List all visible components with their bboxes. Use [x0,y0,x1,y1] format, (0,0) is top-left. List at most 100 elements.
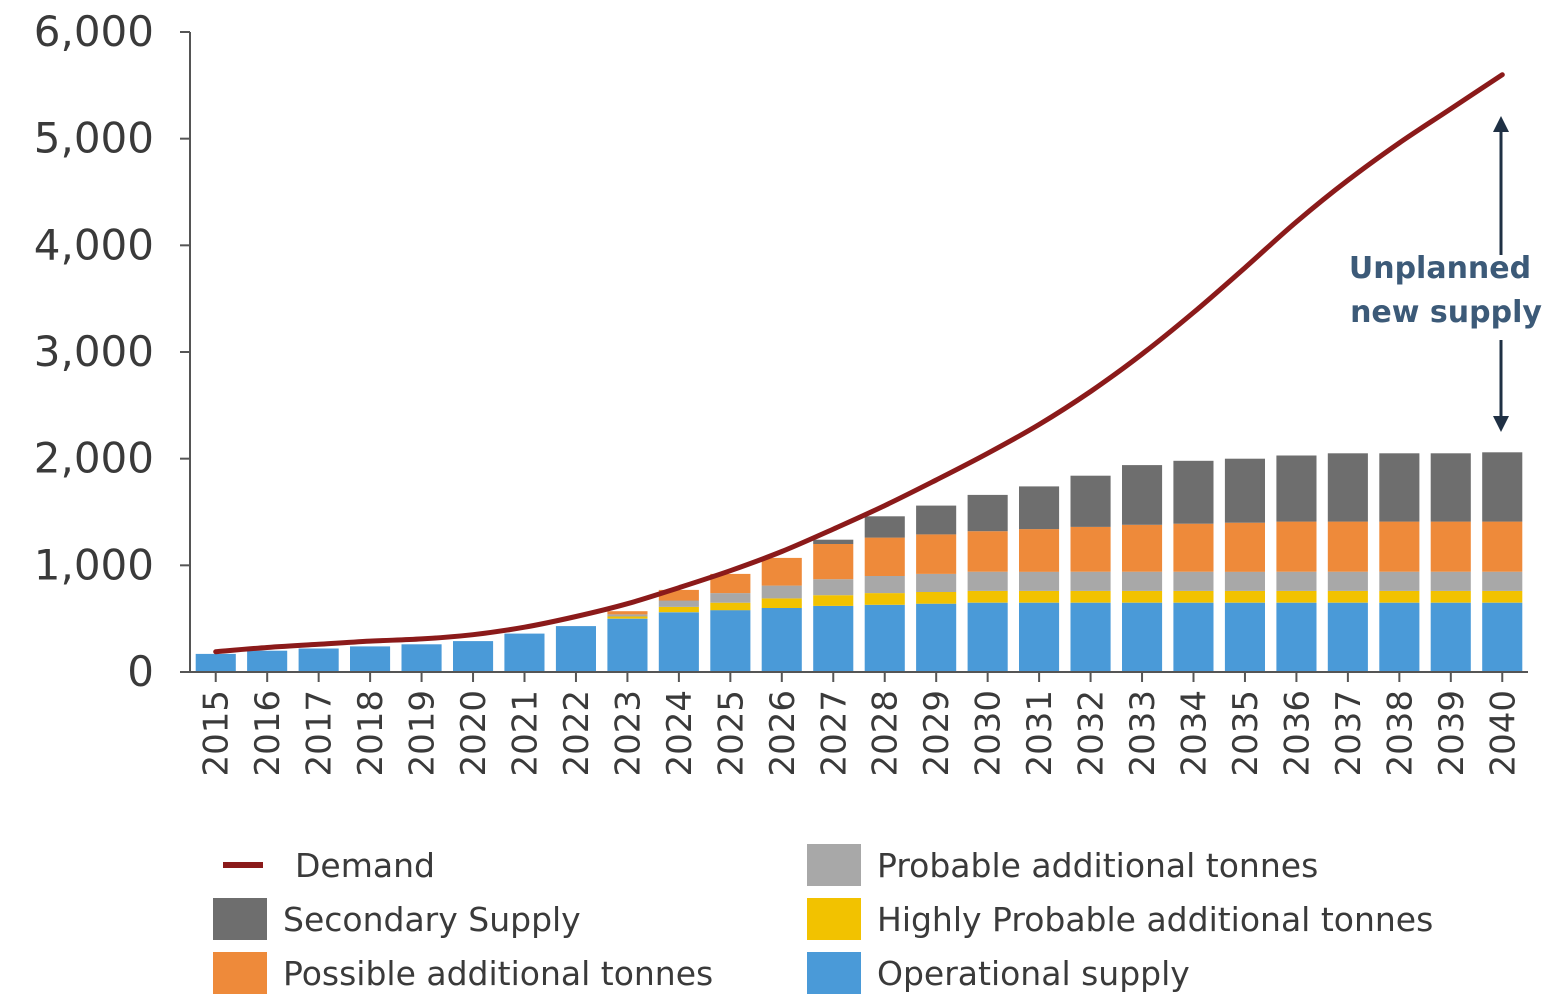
bar-2040-series-4 [1482,452,1523,522]
bar-2038-series-3 [1379,521,1420,572]
legend-item-possible-additional-tonnes: Possible additional tonnes [213,950,713,996]
bar-2037-series-0 [1327,602,1368,672]
bar-2029-series-2 [916,573,957,592]
bar-2024-series-1 [658,606,699,613]
bar-2025-series-3 [710,573,751,594]
x-tick-label-2039: 2039 [1432,690,1472,777]
bar-2028-series-1 [864,593,905,605]
bar-2040-series-3 [1482,521,1523,572]
bar-2023-series-1 [607,616,648,619]
bar-2038-series-2 [1379,571,1420,591]
bar-2023-series-0 [607,618,648,672]
x-tick-label-2015: 2015 [197,690,237,777]
bar-2036-series-3 [1276,521,1317,572]
legend-item-secondary-supply: Secondary Supply [213,896,581,942]
x-tick-label-2030: 2030 [969,690,1009,777]
bar-2030-series-3 [967,531,1008,572]
bar-2034-series-4 [1173,460,1214,524]
chart: 0 1,000 2,000 3,000 4,000 5,000 6,000 2015 2016… [34,7,1543,777]
bar-2039-series-2 [1430,571,1471,591]
bar-2030-series-1 [967,590,1008,603]
bar-2029-series-1 [916,592,957,604]
bar-2027-series-2 [813,579,854,596]
bar-2040-series-2 [1482,571,1523,591]
x-tick-label-2035: 2035 [1226,690,1266,777]
bar-2033-series-4 [1122,465,1163,525]
bar-2033-series-2 [1122,571,1163,591]
bar-2039-series-0 [1430,602,1471,672]
bar-2029-series-4 [916,505,957,535]
legend-item-operational-supply: Operational supply [807,950,1190,996]
x-tick-label-2031: 2031 [1020,690,1060,777]
bar-2017-series-0 [298,648,339,672]
x-tick-label-2033: 2033 [1123,690,1163,777]
legend-item-highly-probable-additional-tonnes: Highly Probable additional tonnes [807,896,1433,942]
annotation-arrowhead-down [1493,416,1509,432]
bar-2039-series-1 [1430,590,1471,603]
annotation-arrowhead-up [1493,116,1509,132]
bar-2034-series-0 [1173,602,1214,672]
x-tick-label-2032: 2032 [1072,690,1112,777]
legend-swatch [807,898,861,940]
bar-2025-series-2 [710,593,751,603]
x-axis: 2015 2016 2017 2018 2019 2020 2021 2022 2023 2024… [190,671,1528,777]
bar-2035-series-2 [1224,571,1265,591]
bar-2031-series-2 [1019,571,1060,591]
x-tick-label-2038: 2038 [1380,690,1420,777]
bar-2030-series-4 [967,494,1008,532]
bar-2030-series-2 [967,571,1008,591]
bar-2040-series-1 [1482,590,1523,603]
bar-2039-series-4 [1430,453,1471,522]
y-tick-label-2000: 2,000 [34,434,154,483]
bar-2031-series-1 [1019,590,1060,603]
demand-line-group [213,72,1505,655]
x-tick-label-2021: 2021 [506,690,546,777]
y-tick-label-0: 0 [127,647,154,696]
bar-2036-series-4 [1276,455,1317,522]
bar-2029-series-0 [916,603,957,672]
bar-2026-series-1 [761,598,802,608]
x-tick-label-2018: 2018 [351,690,391,777]
bar-2032-series-4 [1070,475,1111,527]
bar-2039-series-3 [1430,521,1471,572]
legend-label: Probable additional tonnes [877,845,1319,885]
legend-swatch [223,862,263,868]
bar-2031-series-4 [1019,486,1060,530]
bar-2024-series-3 [658,589,699,601]
bar-2027-series-3 [813,544,854,580]
bar-2035-series-4 [1224,458,1265,523]
legend-swatch [807,844,861,886]
annotation-line1: Unplanned [1349,251,1531,286]
bar-2034-series-1 [1173,590,1214,603]
annotation-group: Unplanned new supply [1349,116,1542,432]
bar-2038-series-4 [1379,453,1420,522]
bar-2026-series-3 [761,557,802,586]
bar-2015-series-0 [195,653,236,672]
bar-2028-series-4 [864,516,905,538]
y-tick-label-4000: 4,000 [34,220,154,269]
legend-swatch [807,952,861,994]
x-tick-label-2020: 2020 [454,690,494,777]
bar-2036-series-0 [1276,602,1317,672]
bar-2022-series-0 [555,626,596,672]
bar-2032-series-3 [1070,526,1111,572]
bar-2026-series-0 [761,608,802,672]
bar-2023-series-2 [607,614,648,617]
bar-2033-series-1 [1122,590,1163,603]
bar-2028-series-3 [864,537,905,576]
legend: Demand Secondary Supply Possible additiona… [213,842,1553,994]
bar-2018-series-0 [350,646,391,672]
legend-label: Secondary Supply [283,899,581,939]
legend-label: Highly Probable additional tonnes [877,899,1434,939]
bar-2034-series-2 [1173,571,1214,591]
bar-2036-series-1 [1276,590,1317,603]
bar-2027-series-1 [813,595,854,606]
legend-item-probable-additional-tonnes: Probable additional tonnes [807,842,1318,888]
bar-2036-series-2 [1276,571,1317,591]
bar-2021-series-0 [504,633,545,672]
bar-2035-series-3 [1224,522,1265,572]
x-tick-label-2019: 2019 [403,690,443,777]
bar-2033-series-0 [1122,602,1163,672]
x-tick-label-2029: 2029 [917,690,957,777]
bar-2033-series-3 [1122,524,1163,572]
